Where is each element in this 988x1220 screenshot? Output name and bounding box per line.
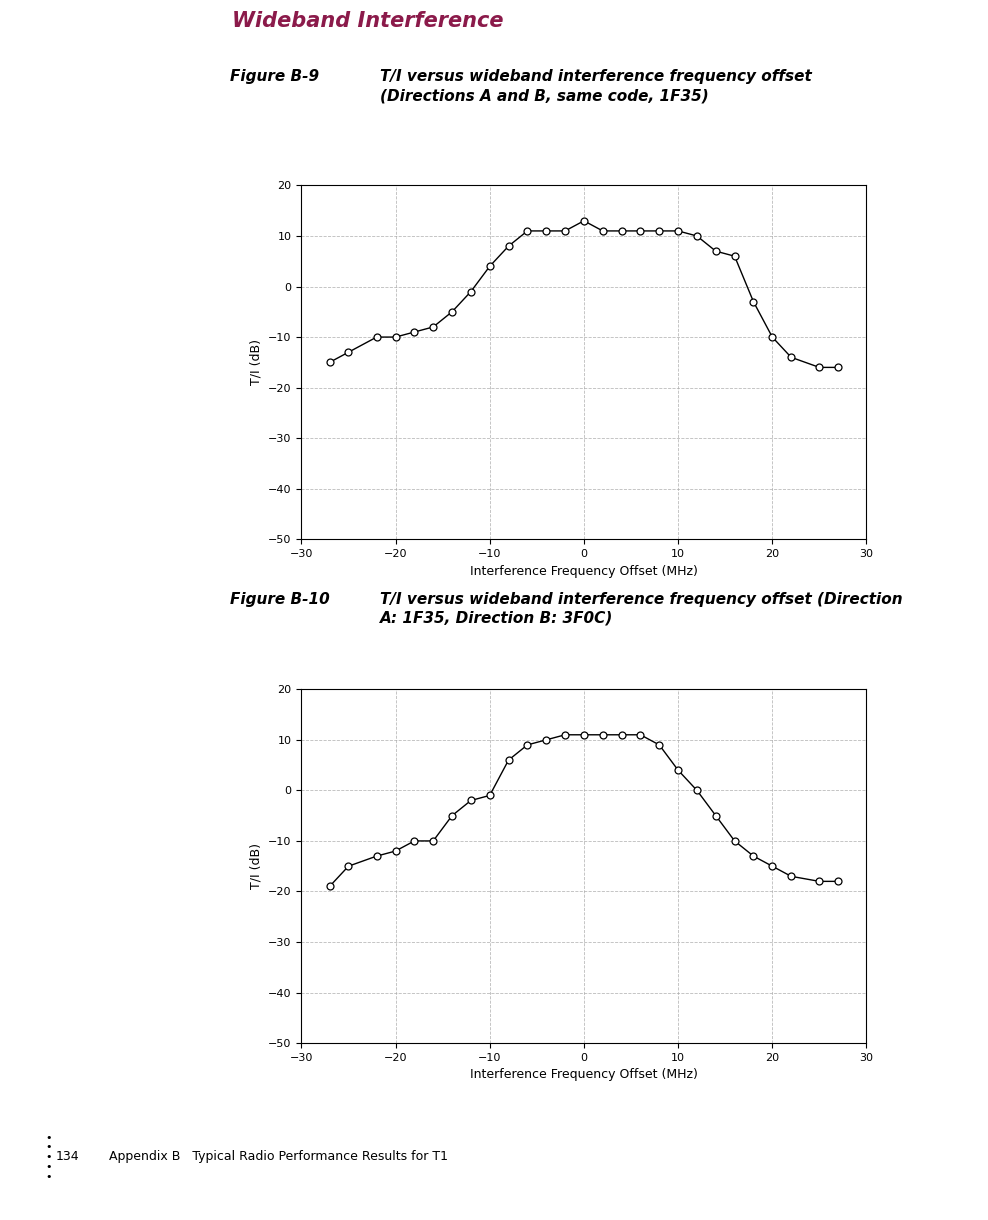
Text: T/I versus wideband interference frequency offset: T/I versus wideband interference frequen… [380, 68, 812, 83]
Text: •: • [45, 1161, 52, 1172]
Text: 134: 134 [55, 1150, 79, 1163]
Text: •: • [45, 1152, 52, 1163]
Text: Figure B-9: Figure B-9 [230, 68, 319, 83]
Y-axis label: T/I (dB): T/I (dB) [250, 339, 263, 386]
Text: T/I versus wideband interference frequency offset (Direction: T/I versus wideband interference frequen… [380, 592, 903, 606]
Text: Appendix B   Typical Radio Performance Results for T1: Appendix B Typical Radio Performance Res… [109, 1150, 448, 1163]
Text: Wideband Interference: Wideband Interference [232, 11, 504, 30]
Text: A: 1F35, Direction B: 3F0C): A: 1F35, Direction B: 3F0C) [380, 610, 614, 625]
Text: Figure B-10: Figure B-10 [230, 592, 330, 606]
X-axis label: Interference Frequency Offset (MHz): Interference Frequency Offset (MHz) [470, 1069, 698, 1081]
Y-axis label: T/I (dB): T/I (dB) [250, 843, 263, 889]
Text: •: • [45, 1171, 52, 1182]
Text: •: • [45, 1132, 52, 1143]
Text: (Directions A and B, same code, 1F35): (Directions A and B, same code, 1F35) [380, 88, 709, 102]
Text: •: • [45, 1142, 52, 1153]
X-axis label: Interference Frequency Offset (MHz): Interference Frequency Offset (MHz) [470, 565, 698, 577]
